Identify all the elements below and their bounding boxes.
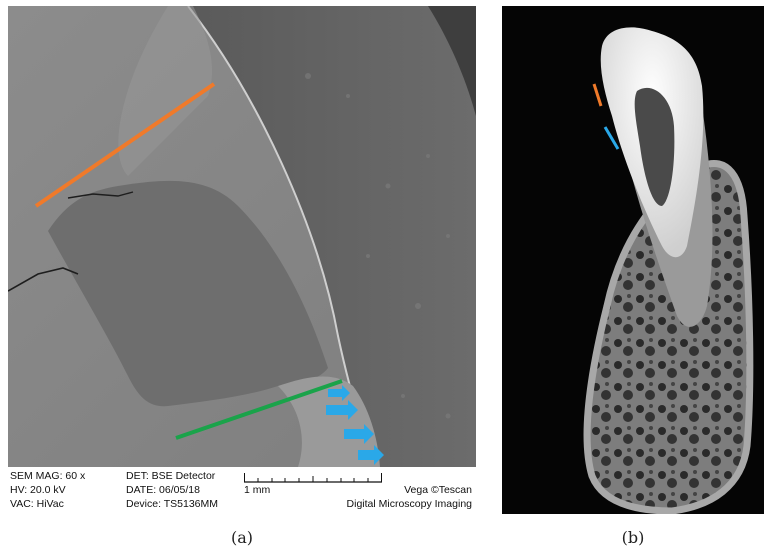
hv-label: HV: 20.0 kV (10, 484, 66, 496)
orange-marker-line (34, 82, 216, 208)
device-label: Device: TS5136MM (126, 498, 219, 510)
sem-info-bar: SEM MAG: 60 x HV: 20.0 kV VAC: HiVac DET… (8, 467, 476, 514)
detector-label: DET: BSE Detector (126, 470, 216, 482)
sem-micrograph-image (8, 6, 476, 467)
blue-ct-marker (603, 126, 620, 150)
imaging-label: Digital Microscopy Imaging (346, 498, 472, 510)
vac-label: VAC: HiVac (10, 498, 64, 510)
ct-scan-image (502, 6, 764, 514)
green-marker-line (175, 379, 343, 440)
blue-arrow-markers (326, 385, 384, 465)
scale-label: 1 mm (244, 484, 271, 496)
scale-bar (244, 473, 382, 483)
brand-label: Vega ©Tescan (404, 484, 472, 496)
sem-micrograph-panel: SEM MAG: 60 x HV: 20.0 kV VAC: HiVac DET… (8, 6, 476, 514)
caption-a: (a) (230, 528, 254, 547)
date-label: DATE: 06/05/18 (126, 484, 200, 496)
sem-mag-label: SEM MAG: 60 x (10, 470, 86, 482)
ct-scan-panel (502, 6, 764, 514)
orange-ct-marker (592, 83, 603, 107)
caption-b: (b) (621, 528, 645, 547)
